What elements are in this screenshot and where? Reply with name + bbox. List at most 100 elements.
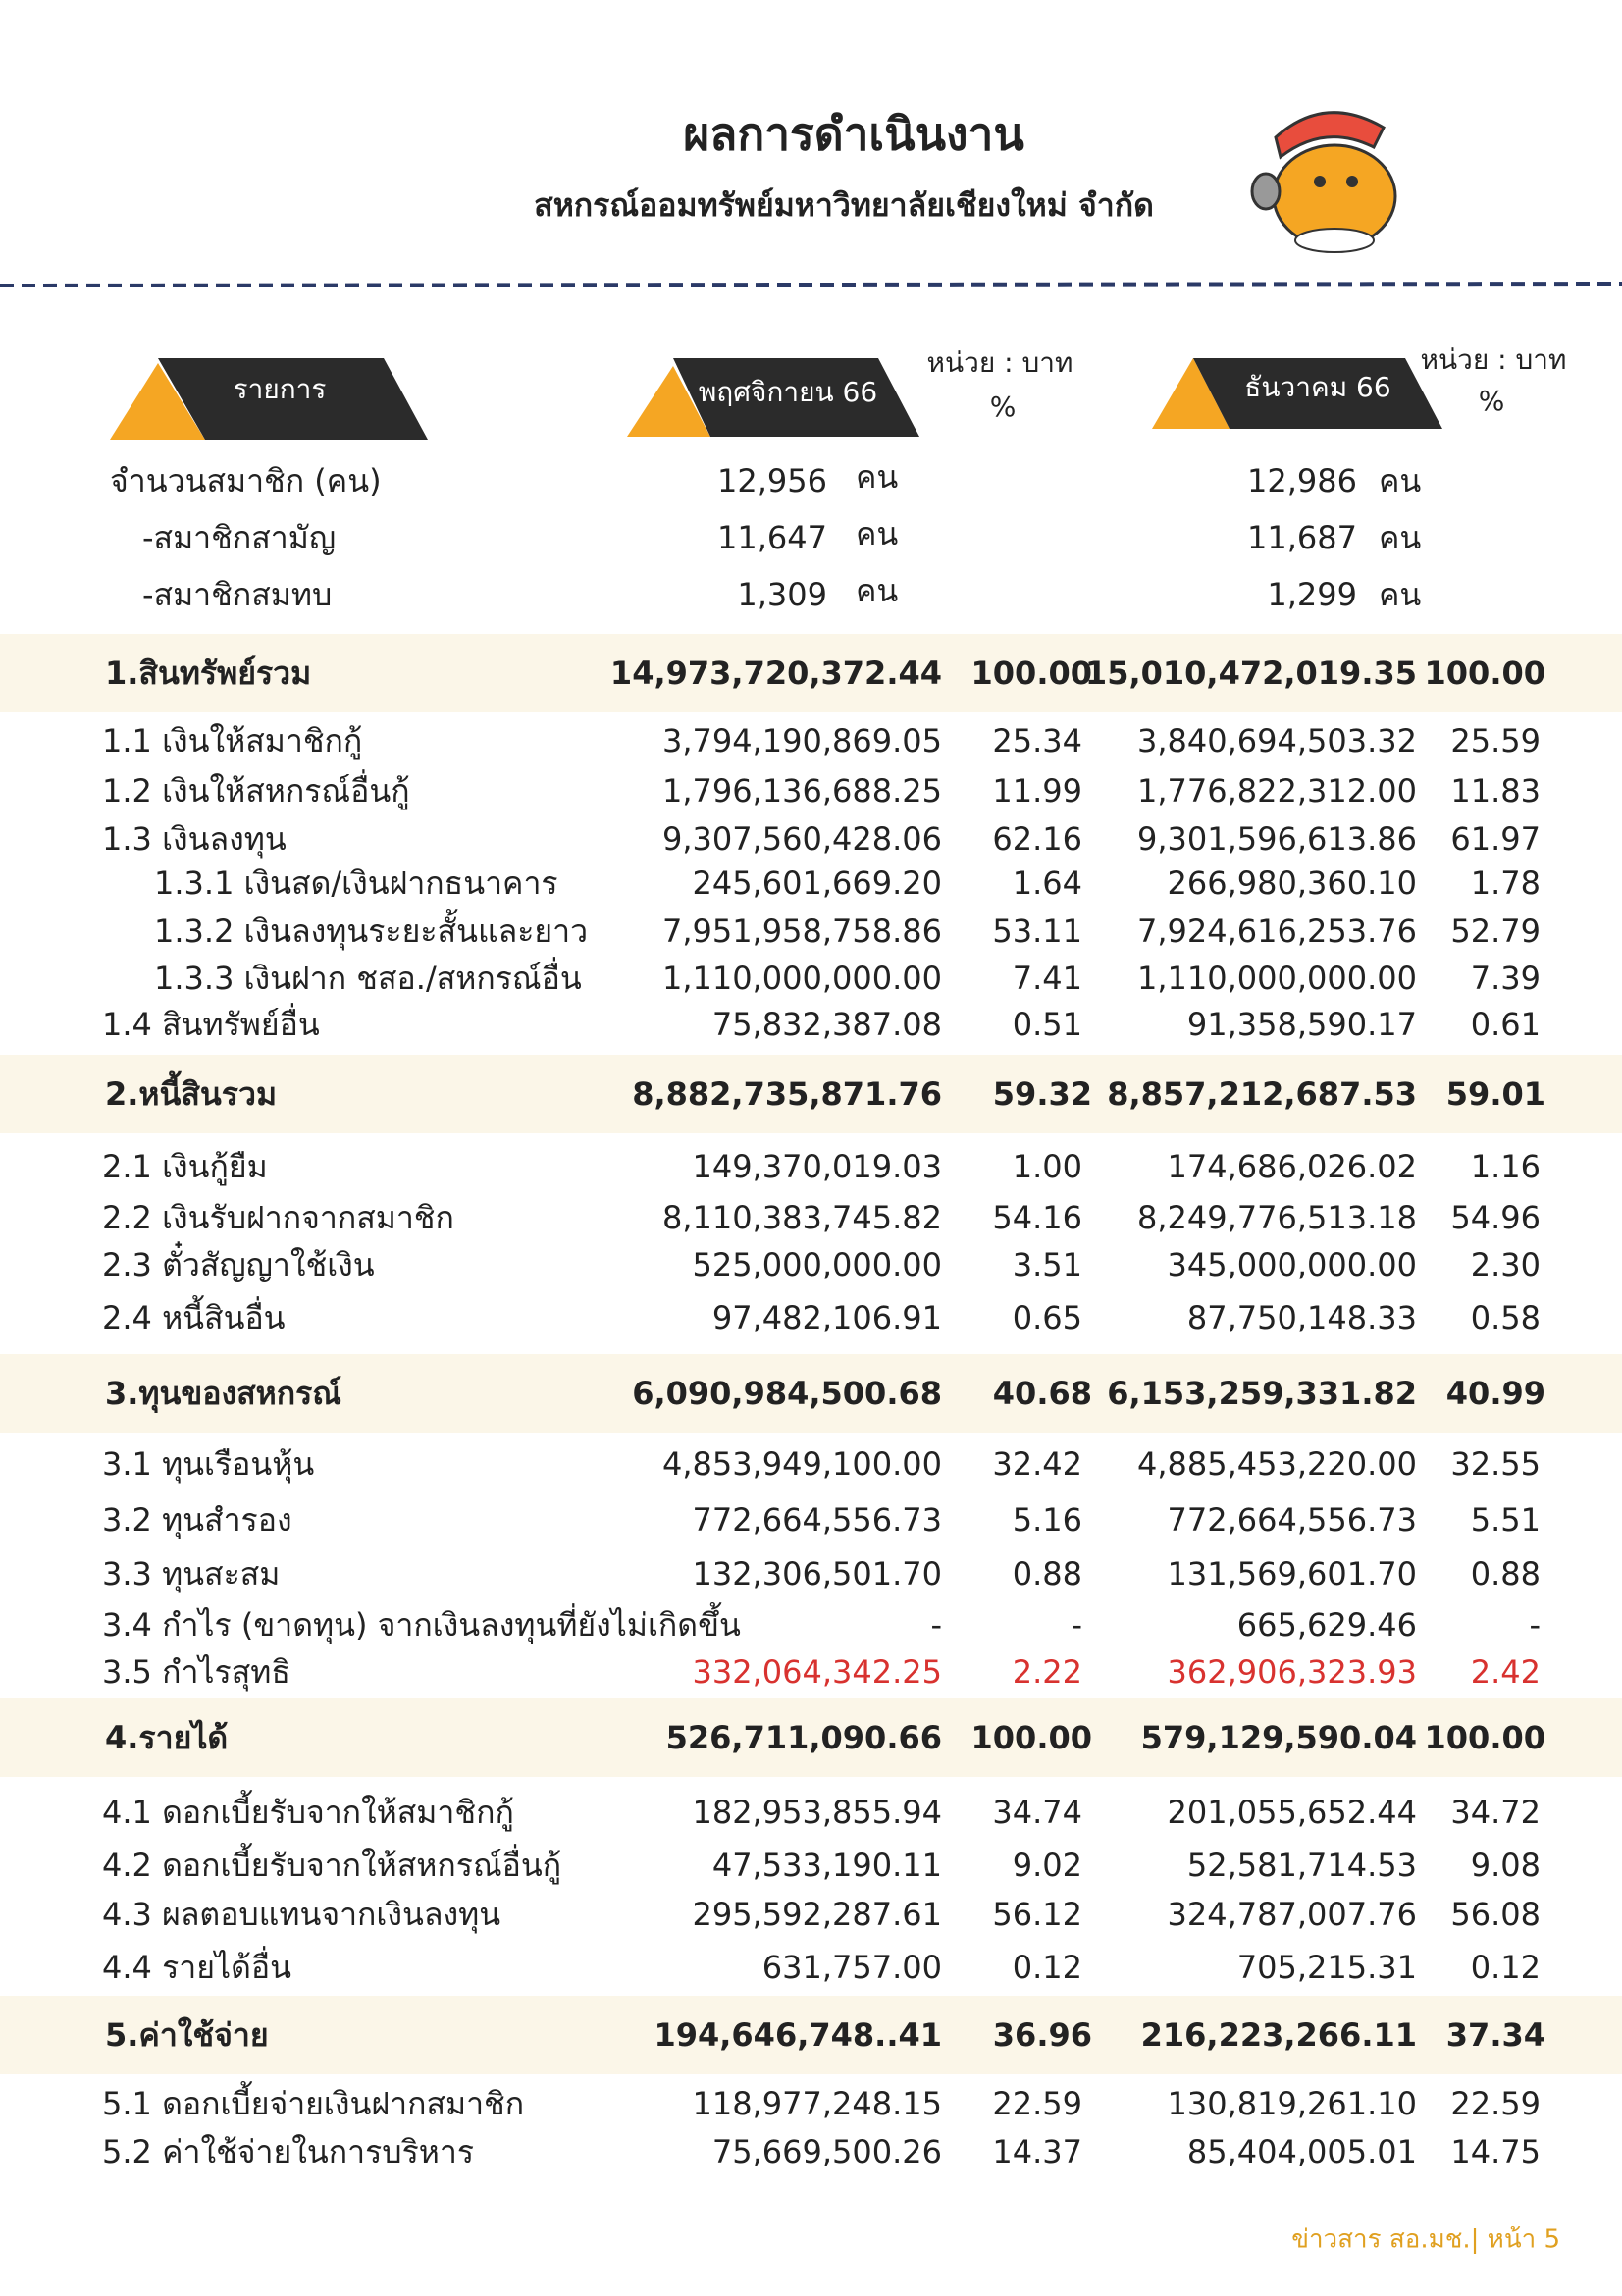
value: 9,307,560,428.06 [662, 819, 942, 858]
pct: 0.58 [1470, 1298, 1541, 1336]
value: 11,687 [1247, 518, 1357, 556]
pct: - [1071, 1605, 1082, 1644]
pct: 0.61 [1470, 1005, 1541, 1043]
row-label: 5.1 ดอกเบี้ยจ่ายเงินฝากสมาชิก [102, 2084, 525, 2122]
value: 1,796,136,688.25 [662, 771, 942, 809]
mascot [1250, 111, 1397, 253]
section-band [0, 1354, 1622, 1433]
value: 3,794,190,869.05 [662, 721, 942, 759]
value: 11,647 [717, 518, 827, 556]
value: 4,885,453,220.00 [1137, 1444, 1417, 1483]
value: 130,819,261.10 [1167, 2084, 1417, 2122]
row-label: 1.4 สินทรัพย์อื่น [102, 1005, 320, 1043]
col-header: พฤศจิกายน 66 [698, 376, 878, 409]
subtitle: สหกรณ์ออมทรัพย์มหาวิทยาลัยเชียงใหม่ จำกั… [534, 185, 1154, 224]
divider [0, 282, 1622, 287]
pct: 34.74 [992, 1793, 1082, 1831]
section-label: 5.ค่าใช้จ่าย [105, 2015, 269, 2054]
value: 1,299 [1267, 575, 1357, 613]
value: 6,153,259,331.82 [1107, 1374, 1417, 1412]
row-label: 3.2 ทุนสำรอง [102, 1500, 292, 1539]
pct: 59.32 [992, 1074, 1092, 1113]
row-label: 1.3.3 เงินฝาก ชสอ./สหกรณ์อื่น [154, 959, 582, 997]
row-label: 1.3.2 เงินลงทุนระยะสั้นและยาว [154, 912, 589, 950]
value: 85,404,005.01 [1186, 2132, 1417, 2170]
pct: 2.42 [1470, 1652, 1541, 1691]
section-label: 4.รายได้ [105, 1718, 229, 1756]
pct: 1.16 [1470, 1147, 1541, 1185]
pct: 5.51 [1470, 1500, 1541, 1539]
unit: คน [1379, 518, 1422, 556]
value: - [930, 1605, 942, 1644]
value: 12,956 [717, 461, 827, 499]
row-label: 1.3 เงินลงทุน [102, 819, 287, 858]
pct: 62.16 [992, 819, 1082, 858]
value: 47,533,190.11 [711, 1846, 942, 1884]
pct: 1.00 [1012, 1147, 1082, 1185]
value: 8,857,212,687.53 [1107, 1074, 1417, 1113]
value: 182,953,855.94 [692, 1793, 942, 1831]
row-label: -สมาชิกสามัญ [142, 518, 337, 556]
pct: 7.39 [1470, 959, 1541, 997]
pct: 14.37 [992, 2132, 1082, 2170]
pct: 9.08 [1470, 1846, 1541, 1884]
section-band [0, 1996, 1622, 2074]
value: 9,301,596,613.86 [1137, 819, 1417, 858]
value: 194,646,748..41 [654, 2015, 942, 2054]
pct: 1.64 [1012, 863, 1082, 902]
row-label: 3.3 ทุนสะสม [102, 1554, 281, 1592]
pct: 53.11 [992, 912, 1082, 950]
value: 631,757.00 [761, 1948, 942, 1986]
decor [0, 111, 1622, 440]
row-label: 4.1 ดอกเบี้ยรับจากให้สมาชิกกู้ [102, 1793, 514, 1831]
value: 174,686,026.02 [1167, 1147, 1417, 1185]
pct: 5.16 [1012, 1500, 1082, 1539]
pct: 32.55 [1450, 1444, 1541, 1483]
pct: 2.22 [1012, 1652, 1082, 1691]
pct: 25.59 [1450, 721, 1541, 759]
value: 15,010,472,019.35 [1084, 653, 1417, 692]
pct: 40.68 [992, 1374, 1092, 1412]
section-label: 1.สินทรัพย์รวม [105, 653, 312, 692]
value: 132,306,501.70 [692, 1554, 942, 1592]
pct: 54.96 [1450, 1198, 1541, 1236]
value: 8,882,735,871.76 [632, 1074, 942, 1113]
value: 324,787,007.76 [1167, 1895, 1417, 1933]
unit: คน [856, 571, 899, 609]
pct: 61.97 [1450, 819, 1541, 858]
value: 118,977,248.15 [692, 2084, 942, 2122]
value: 52,581,714.53 [1186, 1846, 1417, 1884]
value: 97,482,106.91 [711, 1298, 942, 1336]
pct: 25.34 [992, 721, 1082, 759]
value: 772,664,556.73 [1167, 1500, 1417, 1539]
pct: 0.12 [1012, 1948, 1082, 1986]
value: 295,592,287.61 [692, 1895, 942, 1933]
row-label: 2.2 เงินรับฝากจากสมาชิก [102, 1198, 454, 1236]
value: 7,951,958,758.86 [662, 912, 942, 950]
pct: 3.51 [1012, 1245, 1082, 1283]
value: 362,906,323.93 [1167, 1652, 1417, 1691]
pct: 22.59 [1450, 2084, 1541, 2122]
unit: คน [856, 514, 899, 552]
pct: 32.42 [992, 1444, 1082, 1483]
unit: คน [1379, 461, 1422, 499]
pct: 0.12 [1470, 1948, 1541, 1986]
section-band [0, 634, 1622, 712]
pct: 2.30 [1470, 1245, 1541, 1283]
pct: 34.72 [1450, 1793, 1541, 1831]
pct: 100.00 [1424, 653, 1545, 692]
value: 8,110,383,745.82 [662, 1198, 942, 1236]
pct: 54.16 [992, 1198, 1082, 1236]
row-label: 2.3 ตั๋วสัญญาใช้เงิน [102, 1245, 375, 1283]
value: 87,750,148.33 [1186, 1298, 1417, 1336]
pct: 56.08 [1450, 1895, 1541, 1933]
footer: ข่าวสาร สอ.มช.| หน้า 5 [1291, 2224, 1560, 2255]
row-label: 2.1 เงินกู้ยืม [102, 1147, 268, 1185]
value: 12,986 [1247, 461, 1357, 499]
pct: 11.83 [1450, 771, 1541, 809]
value: 579,129,590.04 [1140, 1718, 1417, 1756]
value: 1,110,000,000.00 [662, 959, 942, 997]
pct: 7.41 [1012, 959, 1082, 997]
row-label: 4.3 ผลตอบแทนจากเงินลงทุน [102, 1895, 501, 1933]
